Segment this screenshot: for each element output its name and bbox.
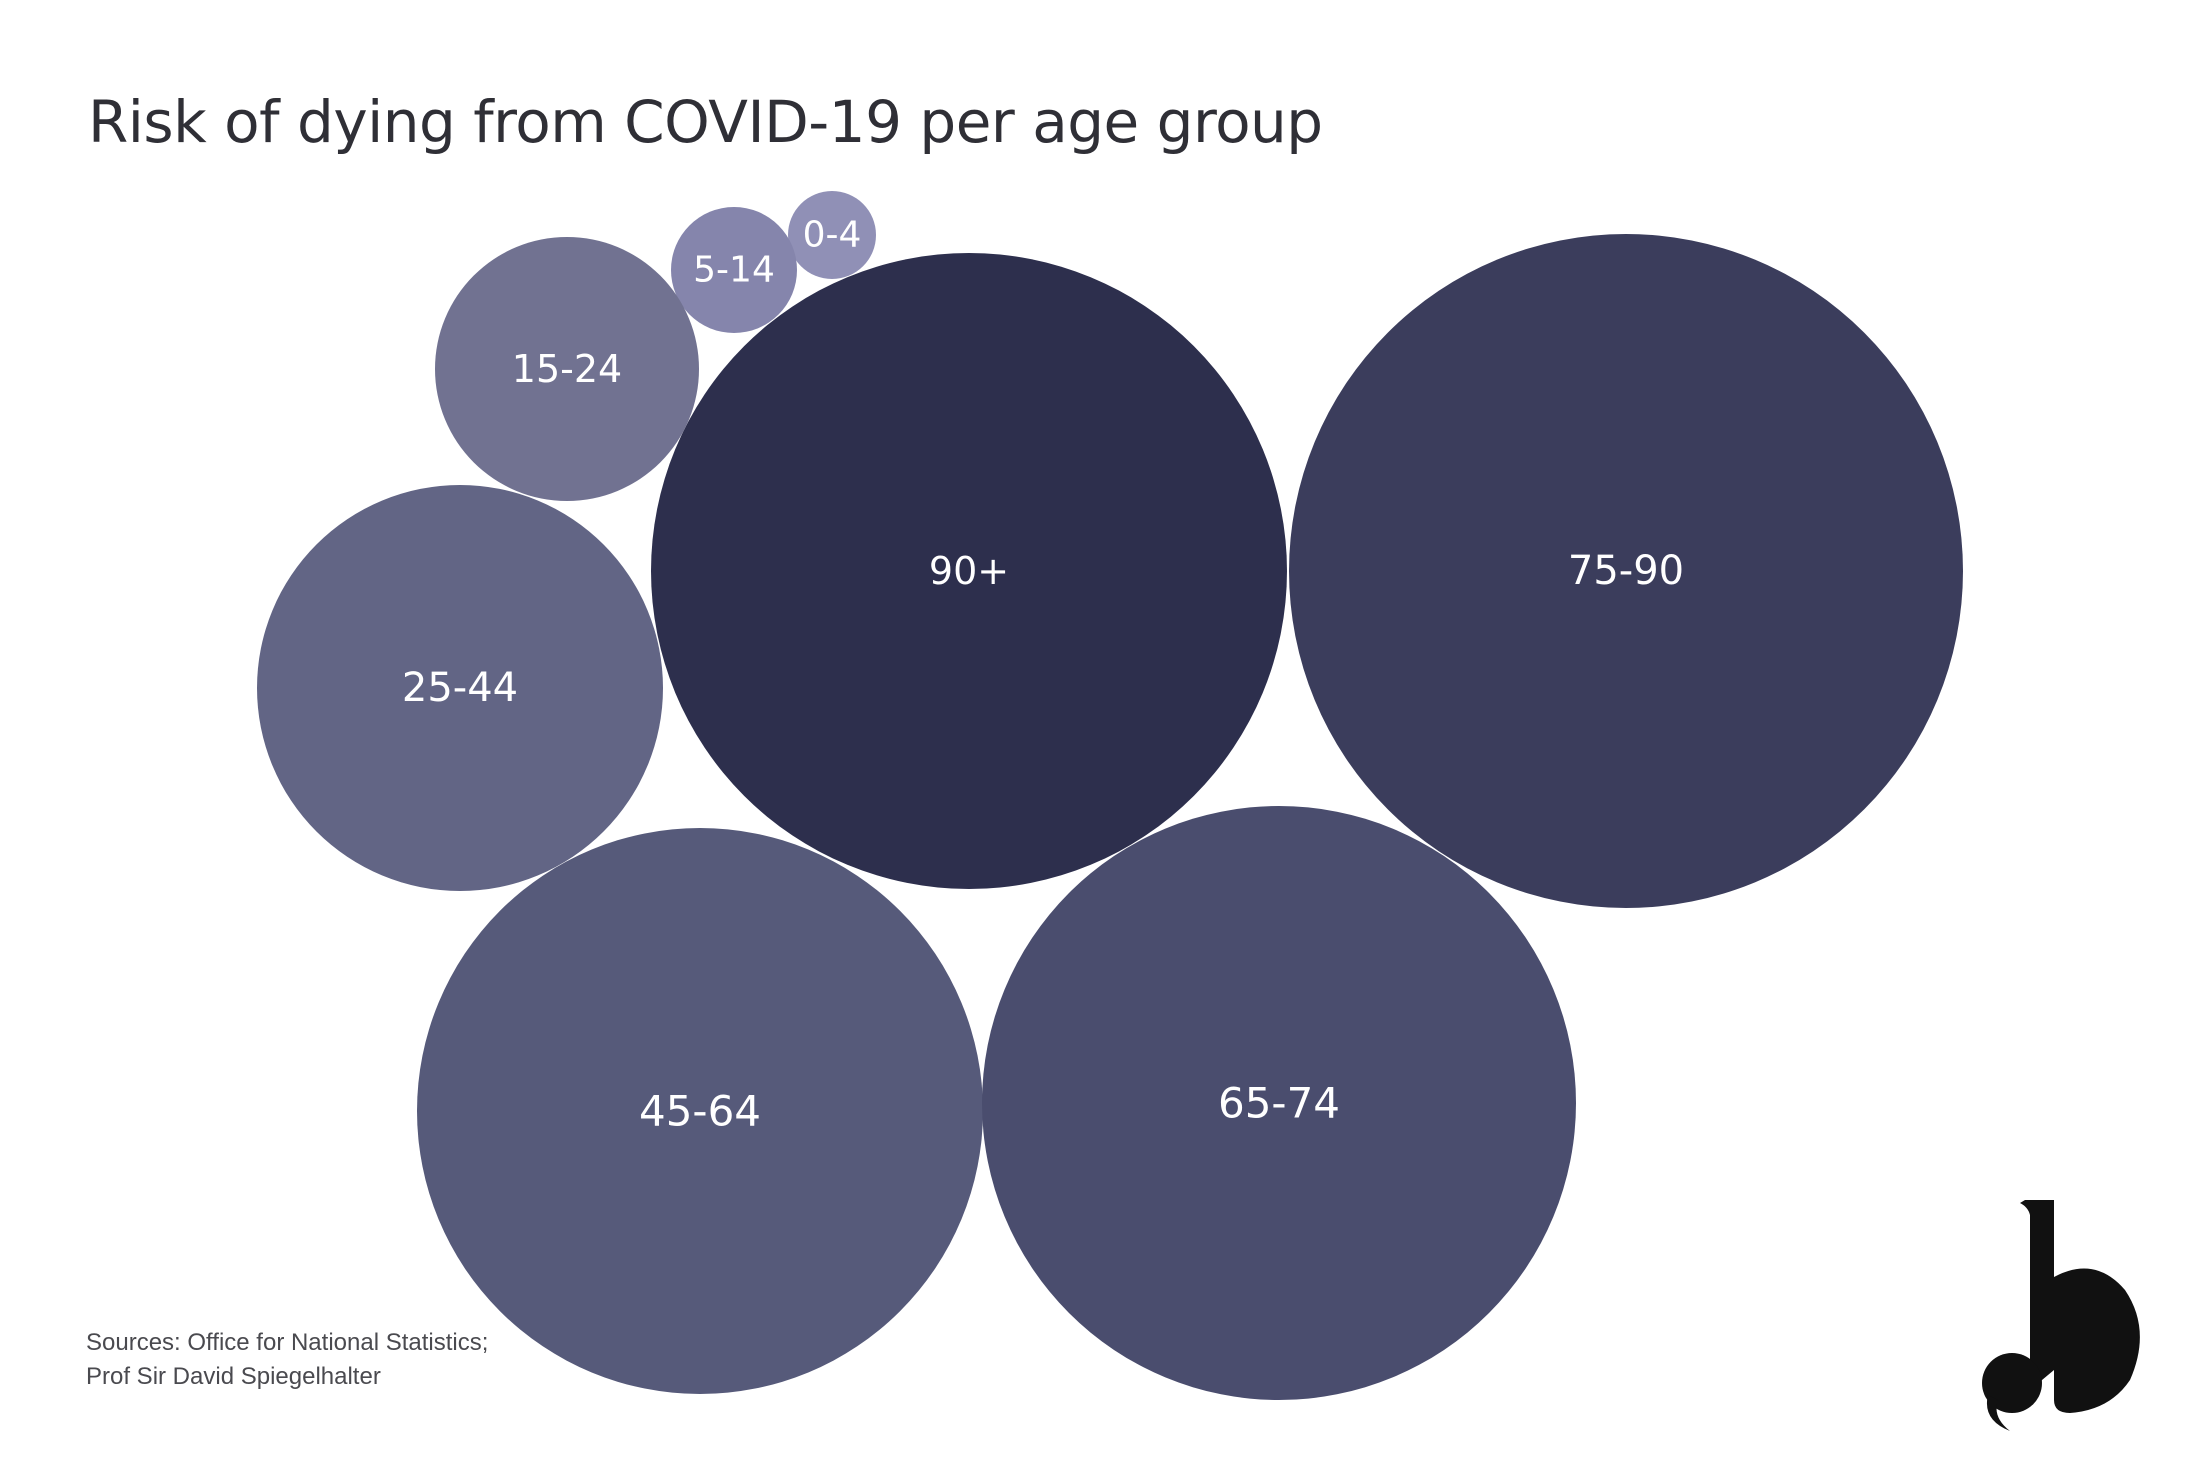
publisher-logo <box>1982 1200 2140 1431</box>
bubble-0-4 <box>788 191 876 279</box>
bubble-25-44 <box>257 485 663 891</box>
bubble-45-64 <box>417 828 983 1394</box>
source-line-2: Prof Sir David Spiegelhalter <box>86 1363 381 1390</box>
logo-dot <box>1982 1353 2042 1413</box>
logo-bowl <box>2054 1268 2140 1413</box>
bubble-label-75-90: 75-90 <box>1568 548 1684 594</box>
bubble-label-25-44: 25-44 <box>402 665 518 711</box>
bubble-90-plus <box>651 253 1287 889</box>
source-note: Sources: Office for National Statistics;… <box>86 1326 488 1394</box>
bubble-65-74 <box>982 806 1576 1400</box>
chart-title: Risk of dying from COVID-19 per age grou… <box>88 88 1323 156</box>
bubble-label-45-64: 45-64 <box>639 1087 761 1136</box>
bubble-75-90 <box>1289 234 1963 908</box>
bubble-15-24 <box>435 237 699 501</box>
bubble-label-90-plus: 90+ <box>929 549 1009 593</box>
bubble-label-5-14: 5-14 <box>693 250 775 291</box>
logo-tail <box>1986 1395 2010 1431</box>
bubble-label-65-74: 65-74 <box>1218 1079 1340 1128</box>
logo-stem <box>2020 1200 2054 1390</box>
bubble-5-14 <box>671 207 797 333</box>
bubble-label-0-4: 0-4 <box>803 215 862 256</box>
bubble-label-15-24: 15-24 <box>512 347 622 391</box>
source-line-1: Sources: Office for National Statistics; <box>86 1329 489 1356</box>
